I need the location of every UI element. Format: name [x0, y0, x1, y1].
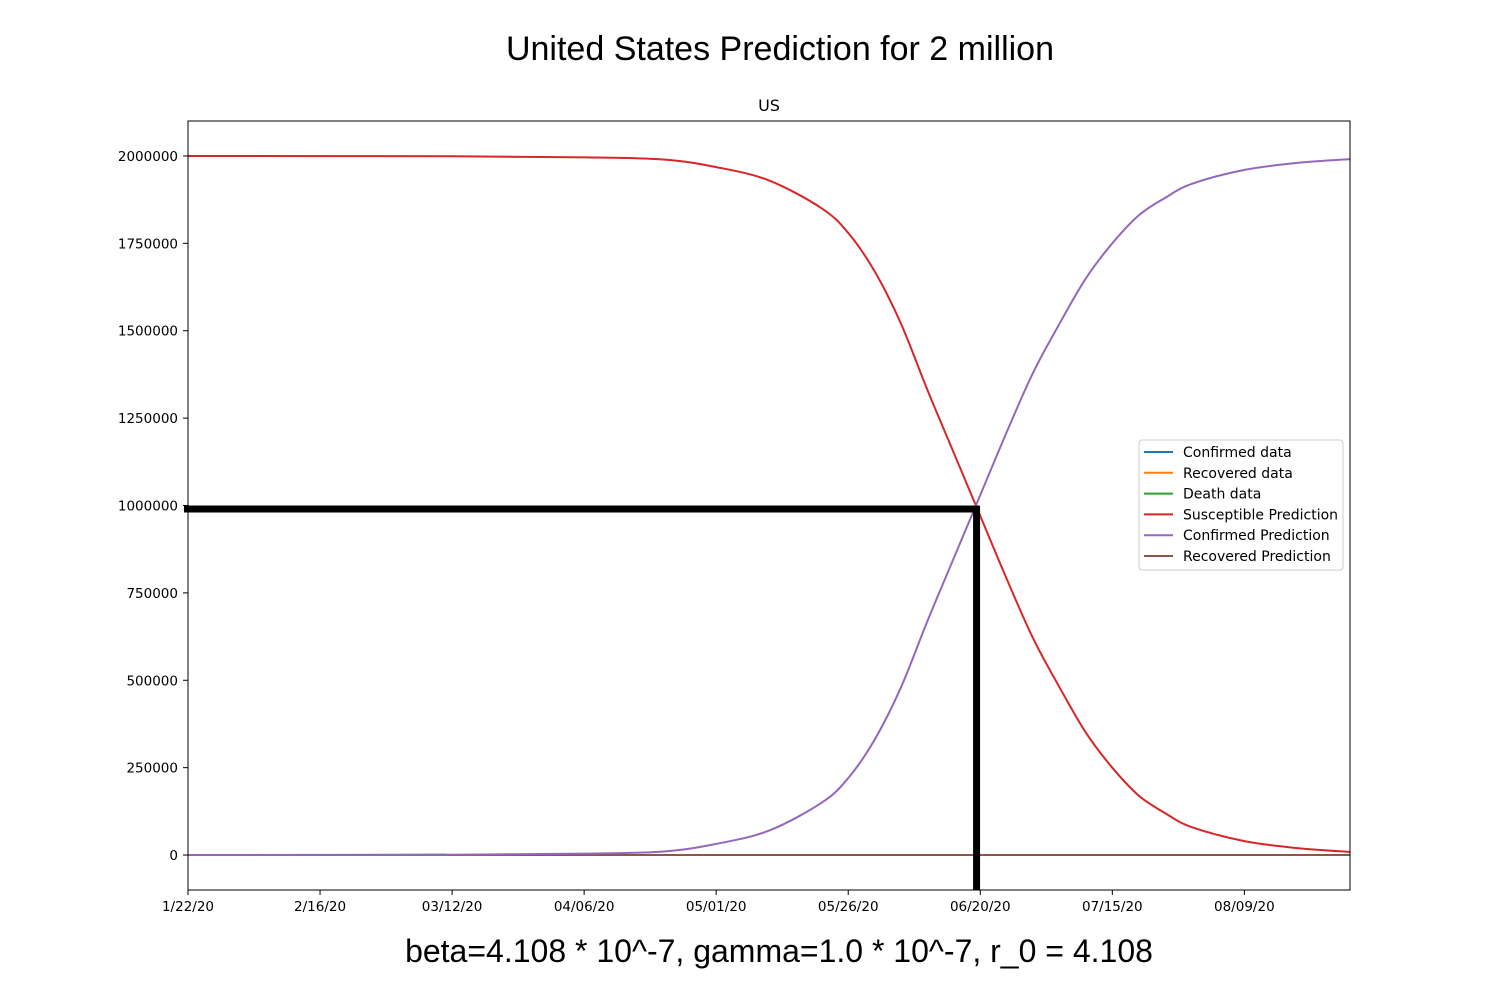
y-tick-label: 750000: [126, 586, 178, 602]
x-tick-label: 03/12/20: [422, 899, 483, 915]
legend-label: Confirmed Prediction: [1183, 528, 1330, 544]
x-tick-label: 2/16/20: [294, 899, 346, 915]
figure-suptitle: United States Prediction for 2 million: [506, 30, 1054, 68]
legend: Confirmed data Recovered data Death data Su…: [1138, 439, 1344, 571]
series-line-confirmed-prediction: [188, 158, 1350, 856]
y-tick-label: 0: [169, 848, 178, 864]
x-tick-label: 05/26/20: [818, 899, 879, 915]
legend-label: Recovered data: [1183, 466, 1293, 482]
legend-label: Confirmed data: [1183, 445, 1292, 461]
y-tick-label: 1250000: [118, 411, 178, 427]
x-tick-label: 08/09/20: [1214, 899, 1275, 915]
series-line-susceptible-prediction: [188, 155, 1350, 853]
x-tick-label: 1/22/20: [162, 899, 214, 915]
series-lines: [188, 155, 1350, 857]
legend-box: [1138, 439, 1344, 571]
y-tick-label: 500000: [126, 673, 178, 689]
figure-caption: beta=4.108 * 10^-7, gamma=1.0 * 10^-7, r…: [405, 933, 1153, 969]
chart-title: US: [758, 96, 780, 115]
y-tick-label: 2000000: [118, 149, 178, 165]
legend-label: Recovered Prediction: [1183, 549, 1331, 565]
legend-label: Death data: [1183, 487, 1261, 503]
y-axis: 0 250000 500000 750000 1000000 1250000 1500000…: [118, 149, 188, 864]
x-tick-label: 05/01/20: [686, 899, 747, 915]
x-tick-label: 06/20/20: [950, 899, 1011, 915]
x-tick-label: 04/06/20: [554, 899, 615, 915]
x-tick-label: 07/15/20: [1082, 899, 1143, 915]
y-tick-label: 1500000: [118, 324, 178, 340]
y-tick-label: 1000000: [118, 499, 178, 515]
x-axis: 1/22/20 2/16/20 03/12/20 04/06/20 05/01/20 05…: [162, 890, 1275, 915]
plot-area: [184, 120, 1351, 891]
y-tick-label: 1750000: [118, 236, 178, 252]
legend-label: Susceptible Prediction: [1183, 507, 1338, 523]
y-tick-label: 250000: [126, 761, 178, 777]
